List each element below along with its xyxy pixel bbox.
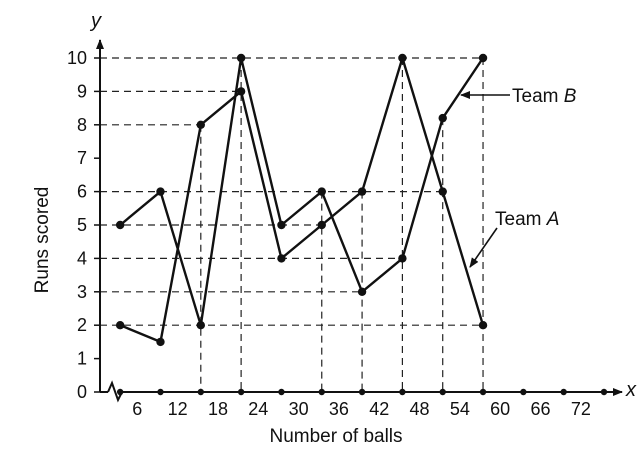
x-tick-label: 30 — [289, 399, 309, 419]
annotation-team-b: Team B — [460, 86, 577, 107]
annotation-team-b-label: Team B — [512, 86, 577, 107]
y-tick-label: 2 — [77, 315, 87, 335]
x-tick-dot — [197, 388, 204, 396]
y-tick-label: 10 — [67, 48, 87, 68]
x-tick-dot — [278, 388, 285, 396]
y-tick-label: 9 — [77, 81, 87, 101]
x-tick-dot — [479, 388, 487, 396]
x-tick-label: 60 — [490, 399, 510, 419]
axes — [96, 39, 623, 403]
x-tick-label: 42 — [369, 399, 389, 419]
annotation-team-a-label: Team A — [495, 209, 559, 230]
x-axis-ticks: 6 12 18 24 30 36 42 48 54 60 66 72 — [116, 388, 608, 419]
data-point-team-a — [156, 337, 165, 347]
data-point-team-b — [236, 53, 246, 63]
data-point-team-a — [478, 321, 488, 330]
y-tick-label: 8 — [77, 115, 87, 135]
x-tick-dot — [520, 388, 527, 396]
y-tick-label: 4 — [77, 248, 87, 268]
x-tick-label: 72 — [571, 399, 591, 419]
series-line-team-a — [119, 56, 485, 344]
x-tick-label: 66 — [531, 399, 551, 419]
series-team-b — [115, 53, 488, 330]
y-axis-ticks: 0 1 2 3 4 5 6 7 8 9 10 — [67, 48, 100, 402]
x-tick-dot — [237, 388, 245, 396]
x-tick-label: 36 — [329, 399, 349, 419]
annotation-team-a: Team A — [469, 209, 559, 268]
y-tick-label: 3 — [77, 282, 87, 302]
data-point-team-b — [478, 53, 488, 63]
data-point-team-b — [398, 254, 407, 263]
series-team-a — [115, 53, 488, 347]
series-layer — [115, 53, 488, 347]
annotation-team-a-arrow — [469, 227, 498, 268]
x-tick-label: 18 — [208, 399, 228, 419]
x-axis-title: Number of balls — [269, 426, 402, 447]
x-tick-dot — [399, 388, 406, 396]
data-point-team-b — [357, 287, 367, 296]
series-line-team-b — [119, 56, 484, 327]
x-tick-label: 48 — [410, 399, 430, 419]
x-tick-dot — [157, 388, 164, 396]
x-tick-dot — [318, 388, 325, 396]
y-tick-label: 1 — [77, 349, 87, 369]
x-tick-dot — [439, 388, 446, 396]
x-tick-dot — [600, 388, 608, 396]
x-tick-label: 6 — [132, 399, 142, 419]
data-point-team-a — [357, 187, 367, 196]
data-point-team-a — [115, 321, 125, 330]
data-point-team-b — [156, 187, 165, 196]
y-axis-variable: y — [89, 10, 102, 32]
x-tick-label: 54 — [450, 399, 470, 419]
x-tick-dot — [358, 388, 366, 396]
data-point-team-a — [196, 120, 205, 129]
x-tick-dot — [116, 388, 124, 396]
data-point-team-a — [398, 53, 407, 63]
x-tick-label: 24 — [248, 399, 268, 419]
x-tick-dot — [560, 388, 567, 396]
x-axis-variable: x — [625, 379, 637, 401]
x-axis-break — [107, 380, 123, 403]
data-point-team-b — [115, 220, 125, 230]
y-axis-title: Runs scored — [32, 187, 53, 294]
data-point-team-a — [277, 254, 286, 263]
y-tick-label: 0 — [77, 382, 87, 402]
data-point-team-a — [236, 87, 246, 96]
data-point-team-a — [317, 220, 326, 230]
data-point-team-b — [196, 321, 205, 330]
y-tick-label: 6 — [77, 182, 87, 202]
data-point-team-b — [438, 113, 447, 123]
x-tick-label: 12 — [168, 399, 188, 419]
y-tick-label: 7 — [77, 148, 87, 168]
y-tick-label: 5 — [77, 215, 87, 235]
data-point-team-b — [317, 187, 326, 196]
data-point-team-b — [277, 220, 286, 230]
data-point-team-a — [438, 187, 447, 196]
